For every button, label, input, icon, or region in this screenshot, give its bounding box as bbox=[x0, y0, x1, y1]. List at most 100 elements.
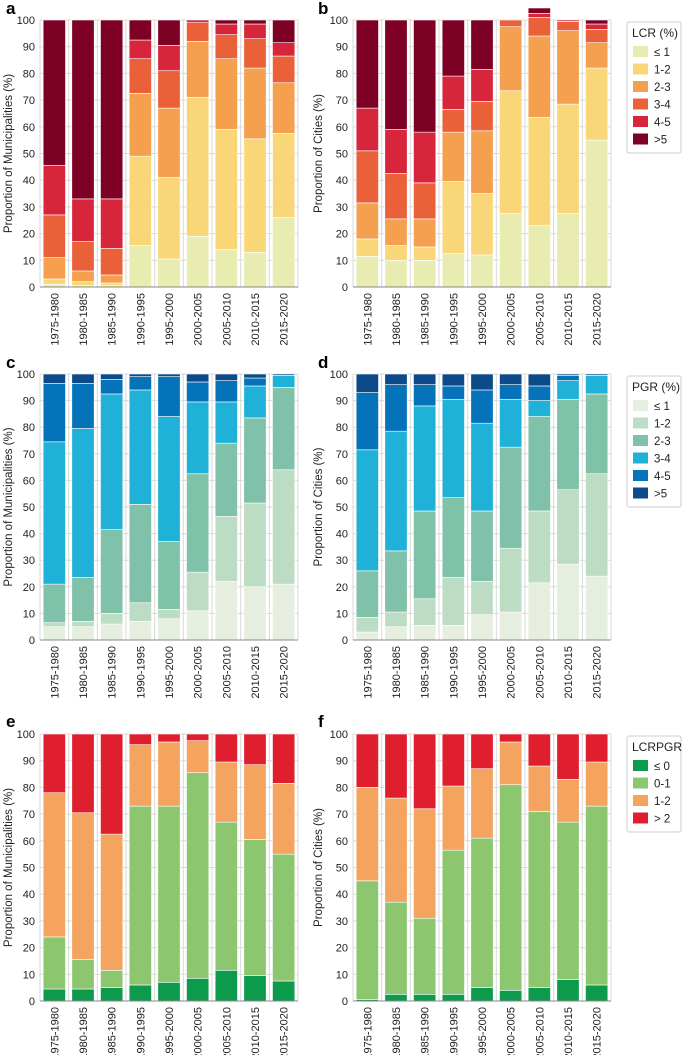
bar-segment bbox=[128, 733, 152, 745]
bar-segment bbox=[186, 19, 210, 23]
bar-segment bbox=[186, 772, 210, 979]
legend-lcrpgr: LCRPGR ≤ 0 0-1 1-2 > 2 bbox=[626, 735, 682, 833]
bar-segment bbox=[499, 384, 523, 400]
x-tick-label: 1980-1985 bbox=[78, 646, 90, 699]
bar-segment bbox=[214, 401, 238, 444]
bar-segment bbox=[384, 259, 408, 288]
bar-segment bbox=[243, 586, 267, 641]
x-tick-label: 1985-1990 bbox=[107, 1007, 119, 1055]
bar-segment bbox=[128, 602, 152, 622]
bar-segment bbox=[100, 282, 124, 286]
y-tick-label: 80 bbox=[23, 782, 35, 794]
bar-segment bbox=[186, 41, 210, 98]
bar-segment bbox=[499, 19, 523, 27]
bar-segment bbox=[499, 398, 523, 448]
bar-segment bbox=[71, 383, 95, 429]
y-tick-label: 0 bbox=[29, 996, 35, 1008]
bar-segment bbox=[42, 278, 66, 285]
bar-segment bbox=[413, 384, 437, 407]
y-tick-label: 20 bbox=[23, 943, 35, 955]
bar-segment bbox=[441, 733, 465, 787]
bar-segment bbox=[413, 733, 437, 810]
y-tick-label: 70 bbox=[23, 449, 35, 461]
bar-segment bbox=[128, 621, 152, 641]
y-tick-label: 80 bbox=[336, 422, 348, 434]
bar-segment bbox=[42, 988, 66, 1002]
bar-segment bbox=[243, 733, 267, 766]
bar-segment bbox=[384, 218, 408, 246]
bar-segment bbox=[527, 400, 551, 417]
bar-segment bbox=[157, 70, 181, 109]
bar-segment bbox=[214, 821, 238, 971]
bar-segment bbox=[272, 583, 296, 641]
bar-segment bbox=[42, 257, 66, 280]
y-tick-label: 60 bbox=[23, 475, 35, 487]
bar-segment bbox=[441, 994, 465, 1002]
bar-segment bbox=[470, 19, 494, 70]
bar-segment bbox=[585, 42, 609, 69]
x-tick-label: 2000-2005 bbox=[193, 646, 205, 699]
bar-segment bbox=[100, 274, 124, 284]
bar-segment bbox=[355, 392, 379, 451]
legend-lcr: LCR (%) ≤ 1 1-2 2-3 3-4 4-5 >5 bbox=[626, 21, 682, 154]
bar-segment bbox=[499, 90, 523, 214]
y-axis-label: Proportion of Municipalities (%) bbox=[3, 427, 15, 586]
bar-segment bbox=[470, 733, 494, 770]
y-tick-label: 70 bbox=[336, 809, 348, 821]
bar-segment bbox=[441, 577, 465, 626]
bar-segment bbox=[157, 416, 181, 542]
bar-segment bbox=[186, 401, 210, 475]
bar-segment bbox=[384, 384, 408, 432]
panel-letter: a bbox=[6, 0, 16, 18]
x-tick-label: 1975-1980 bbox=[49, 646, 61, 699]
y-tick-label: 40 bbox=[336, 889, 348, 901]
y-tick-label: 60 bbox=[336, 836, 348, 848]
y-axis-label: Proportion of Municipalities (%) bbox=[3, 788, 15, 947]
y-tick-label: 0 bbox=[342, 282, 348, 294]
x-tick-label: 2010-2015 bbox=[250, 646, 262, 699]
bar-segment bbox=[186, 381, 210, 403]
bar-segment bbox=[413, 917, 437, 995]
bar-segment bbox=[499, 990, 523, 1002]
bar-segment bbox=[441, 181, 465, 254]
bar-segment bbox=[100, 987, 124, 1002]
bar-segment bbox=[128, 245, 152, 288]
bar-segment bbox=[527, 117, 551, 226]
bar-segment bbox=[272, 375, 296, 388]
bar-segment bbox=[585, 23, 609, 30]
x-tick-label: 1975-1980 bbox=[49, 293, 61, 346]
bar-segment bbox=[157, 19, 181, 46]
bar-segment bbox=[71, 19, 95, 200]
bar-segment bbox=[384, 129, 408, 174]
bar-segment bbox=[272, 980, 296, 1002]
bar-segment bbox=[470, 101, 494, 132]
bar-segment bbox=[556, 375, 580, 381]
y-tick-label: 0 bbox=[342, 635, 348, 647]
x-tick-label: 1975-1980 bbox=[362, 1007, 374, 1055]
bar-segment bbox=[585, 393, 609, 475]
bar-segment bbox=[413, 994, 437, 1002]
bar-segment bbox=[384, 373, 408, 385]
y-tick-label: 60 bbox=[336, 122, 348, 134]
y-tick-label: 80 bbox=[336, 782, 348, 794]
legend-swatch bbox=[633, 470, 648, 481]
bar-segment bbox=[556, 563, 580, 641]
bar-segment bbox=[585, 19, 609, 25]
bar-segment bbox=[272, 853, 296, 982]
bar-segment bbox=[413, 405, 437, 512]
legend-label: ≤ 1 bbox=[654, 47, 670, 59]
bar-segment bbox=[556, 30, 580, 105]
x-tick-label: 1980-1985 bbox=[78, 293, 90, 346]
bar-segment bbox=[527, 373, 551, 387]
bar-segment bbox=[441, 625, 465, 641]
bar-segment bbox=[470, 130, 494, 194]
panel-letter: e bbox=[6, 712, 15, 731]
bar-segment bbox=[71, 626, 95, 641]
legend-swatch bbox=[633, 46, 648, 57]
x-tick-label: 2010-2015 bbox=[563, 1007, 575, 1055]
y-tick-label: 40 bbox=[23, 529, 35, 541]
bar-segment bbox=[355, 570, 379, 618]
y-tick-label: 10 bbox=[23, 255, 35, 267]
x-tick-label: 1985-1990 bbox=[420, 293, 432, 346]
bar-segment bbox=[441, 75, 465, 110]
